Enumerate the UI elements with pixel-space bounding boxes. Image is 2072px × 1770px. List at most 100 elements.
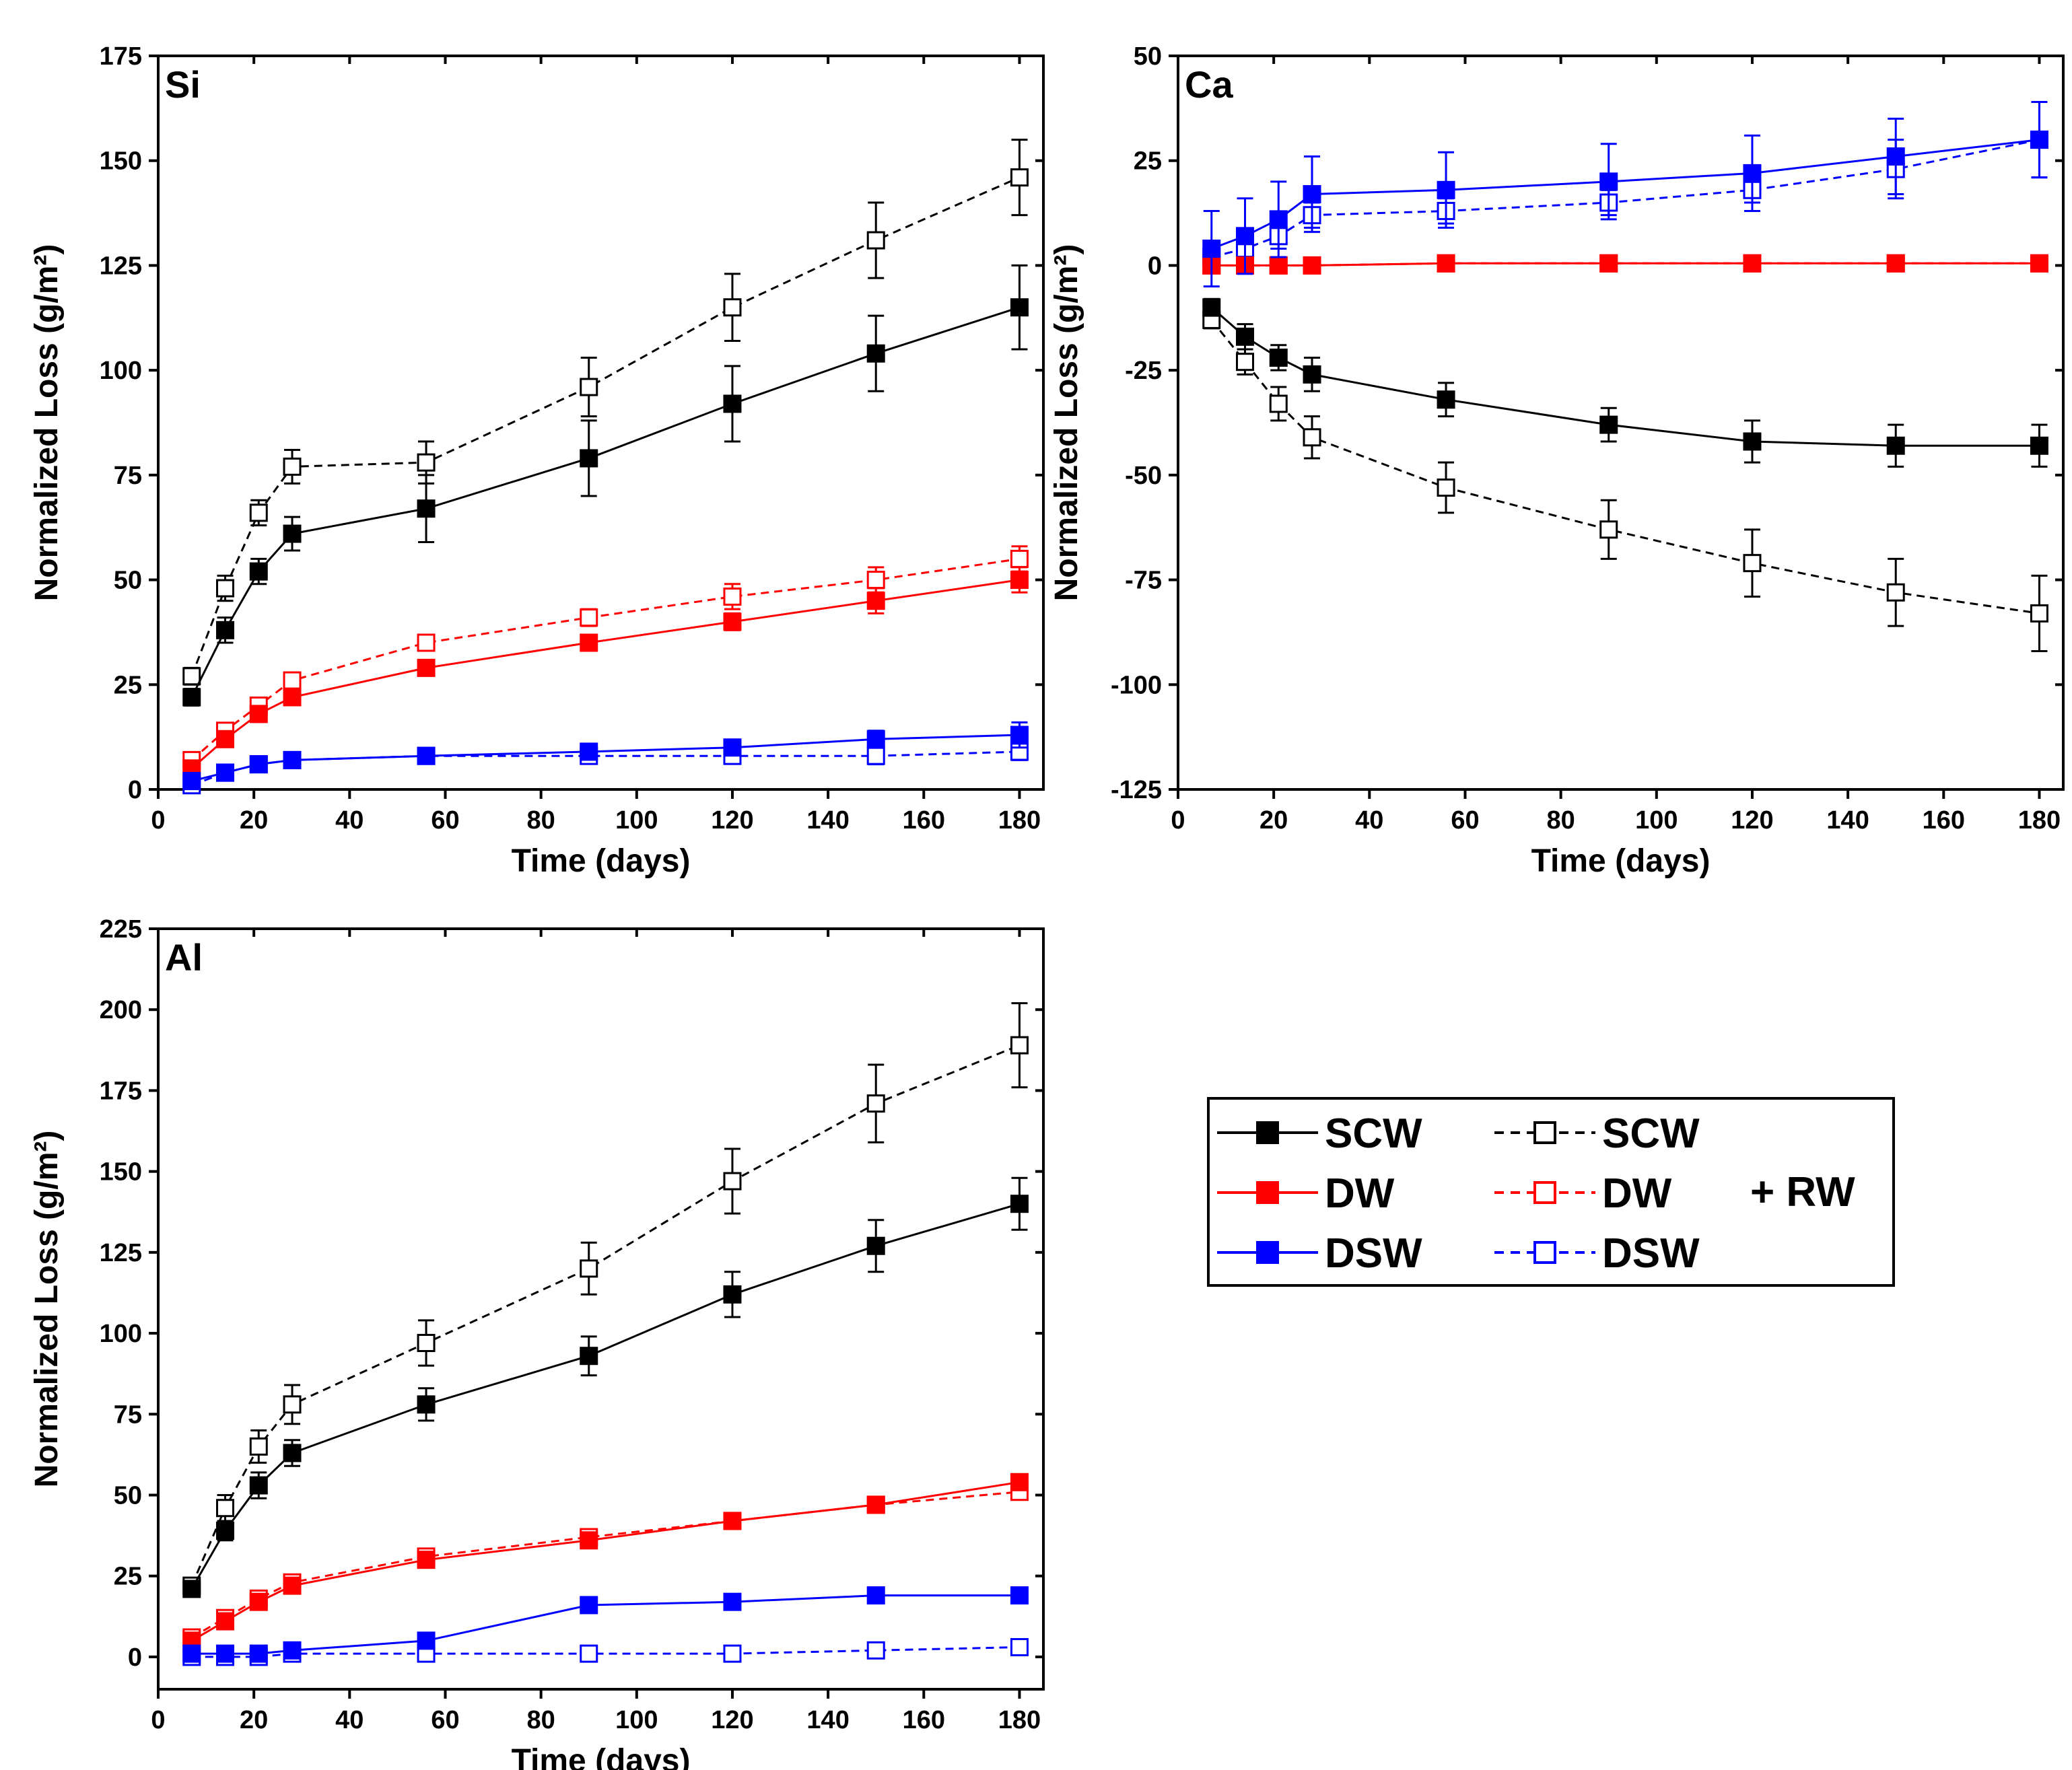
plot-frame [157, 927, 1045, 1691]
y-tick-label: 0 [128, 1643, 142, 1672]
x-tick-label: 80 [1547, 806, 1575, 835]
data-point [580, 378, 598, 396]
data-point [1269, 256, 1288, 275]
series-dw [182, 566, 1029, 778]
data-point [866, 1094, 885, 1113]
data-point [417, 1551, 436, 1569]
x-tick-label: 160 [1923, 806, 1965, 835]
data-point [2030, 604, 2048, 623]
x-tick-label: 60 [1451, 806, 1479, 835]
data-point [1202, 240, 1221, 258]
y-tick-label: 100 [100, 1320, 142, 1348]
data-point [866, 592, 885, 610]
data-point [1743, 554, 1762, 573]
data-point [723, 612, 742, 631]
x-tick-label: 0 [151, 1706, 165, 1734]
data-point [1269, 210, 1288, 229]
data-point [182, 1580, 201, 1598]
x-axis-label: Time (days) [512, 843, 691, 879]
data-point [1437, 180, 1455, 199]
data-point [723, 298, 742, 317]
legend-label-scw: SCW [1325, 1110, 1422, 1157]
x-tick-label: 20 [1259, 806, 1288, 835]
legend-marker-scw [1533, 1121, 1556, 1144]
data-point [283, 671, 302, 690]
data-point [1303, 365, 1321, 384]
y-tick-label: -125 [1111, 776, 1162, 804]
data-point [216, 1612, 235, 1631]
data-point [1437, 254, 1455, 273]
y-tick-label: 175 [100, 1077, 142, 1105]
data-point [1010, 1637, 1029, 1656]
data-point [1886, 583, 1905, 602]
x-tick-label: 180 [2018, 806, 2061, 835]
x-tick-label: 80 [527, 806, 555, 835]
data-point [283, 1641, 302, 1660]
data-point [866, 1236, 885, 1255]
series-line-dsw [1211, 139, 2040, 250]
x-tick-label: 100 [615, 806, 658, 835]
series-line-dsw-rw [1211, 139, 2040, 258]
data-point [417, 1333, 436, 1352]
data-point [1202, 298, 1221, 317]
y-tick-label: 175 [100, 42, 142, 71]
data-point [1743, 164, 1762, 182]
y-tick-label: 125 [100, 252, 142, 280]
data-point [249, 705, 268, 723]
legend-marker-scw [1256, 1121, 1279, 1144]
legend-marker-dsw [1533, 1241, 1556, 1264]
series-dw-rw [182, 1483, 1029, 1647]
y-tick-label: -75 [1125, 567, 1162, 595]
series-dsw-rw [1202, 101, 2048, 271]
data-point [249, 562, 268, 581]
x-tick-label: 20 [240, 806, 268, 835]
series-dw-rw [182, 545, 1029, 769]
data-point [1599, 520, 1618, 539]
y-tick-label: 75 [114, 1401, 142, 1429]
series-line-dsw [191, 734, 1020, 782]
data-point [1010, 298, 1029, 317]
x-tick-label: 160 [903, 806, 945, 835]
data-point [417, 1631, 436, 1650]
data-point [1010, 549, 1029, 568]
data-point [249, 755, 268, 774]
data-point [580, 608, 598, 627]
data-point [866, 746, 885, 765]
panel-label: Al [165, 936, 203, 979]
data-point [417, 453, 436, 472]
series-dsw [1202, 101, 2048, 288]
data-point [580, 1644, 598, 1663]
x-tick-label: 180 [998, 1706, 1041, 1734]
series-scw-rw [182, 139, 1029, 686]
data-point [249, 1476, 268, 1495]
y-tick-label: 200 [100, 996, 142, 1024]
data-point [417, 658, 436, 677]
y-tick-label: 0 [128, 776, 142, 804]
data-point [723, 587, 742, 606]
data-point [1743, 432, 1762, 451]
panel-label: Ca [1185, 63, 1233, 106]
series-dsw-rw [182, 1637, 1029, 1666]
x-tick-label: 40 [335, 806, 364, 835]
y-tick-label: 75 [114, 462, 142, 490]
legend-label-dsw: DSW [1602, 1230, 1700, 1277]
data-point [283, 1395, 302, 1414]
x-tick-label: 0 [1171, 806, 1185, 835]
data-point [249, 503, 268, 522]
data-point [866, 1495, 885, 1514]
data-point [1437, 479, 1455, 497]
data-point [866, 571, 885, 590]
data-point [580, 1596, 598, 1615]
panel-label: Si [165, 63, 201, 106]
data-point [1236, 227, 1255, 246]
series-dsw [182, 1586, 1029, 1663]
data-point [182, 1644, 201, 1663]
y-tick-label: 225 [100, 915, 142, 944]
data-point [1743, 254, 1762, 273]
series-scw-rw [182, 1002, 1029, 1595]
series-scw-rw [1202, 310, 2048, 652]
x-axis-label: Time (days) [512, 1743, 691, 1770]
series-dw [182, 1473, 1029, 1650]
data-point [580, 449, 598, 468]
y-tick-label: 50 [114, 567, 142, 595]
